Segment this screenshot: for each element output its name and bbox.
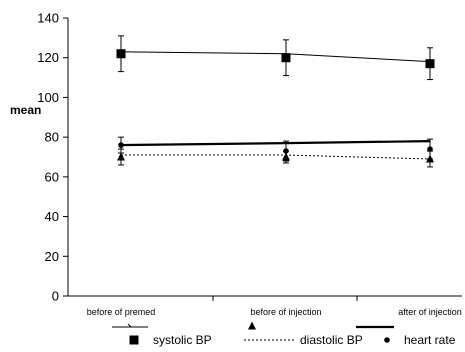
y-tick-label: 80 <box>45 130 59 145</box>
legend-marker-diastolic <box>248 321 256 330</box>
series-square <box>116 35 435 81</box>
y-tick-label: 40 <box>45 209 59 224</box>
data-point <box>427 146 433 152</box>
data-point <box>116 49 126 59</box>
series-circle <box>118 136 433 162</box>
y-axis-label: mean <box>10 103 41 117</box>
data-point <box>117 152 125 161</box>
y-tick-label: 100 <box>37 90 59 105</box>
series-line <box>120 140 431 147</box>
y-tick-label: 140 <box>37 11 59 26</box>
series-line <box>120 51 431 63</box>
data-point <box>281 53 291 63</box>
legend: systolic BP diastolic BP heart rate <box>112 321 456 347</box>
y-tick-label: 120 <box>37 50 59 65</box>
legend-line-systolic-tick <box>127 323 132 328</box>
data-point <box>283 148 289 154</box>
x-tick-label: before of premed <box>87 307 156 317</box>
series-line <box>121 154 431 160</box>
y-tick-label: 60 <box>45 169 59 184</box>
legend-label: systolic BP <box>153 333 212 347</box>
legend-marker-systolic <box>129 335 139 345</box>
series-triangle <box>117 148 434 168</box>
x-tick-label: after of injection <box>398 307 462 317</box>
x-axis: before of premed before of injection after… <box>68 295 462 317</box>
y-tick-label: 0 <box>52 289 59 304</box>
data-point <box>118 142 124 148</box>
x-tick-label: before of injection <box>250 307 321 317</box>
legend-marker-heart-rate <box>384 337 390 343</box>
plot-area <box>116 35 435 168</box>
y-tick-label: 20 <box>45 249 59 264</box>
legend-label: diastolic BP <box>300 333 363 347</box>
data-point <box>425 59 435 69</box>
legend-label: heart rate <box>404 333 456 347</box>
y-axis: 0 20 40 60 80 100 120 140 <box>37 11 69 304</box>
